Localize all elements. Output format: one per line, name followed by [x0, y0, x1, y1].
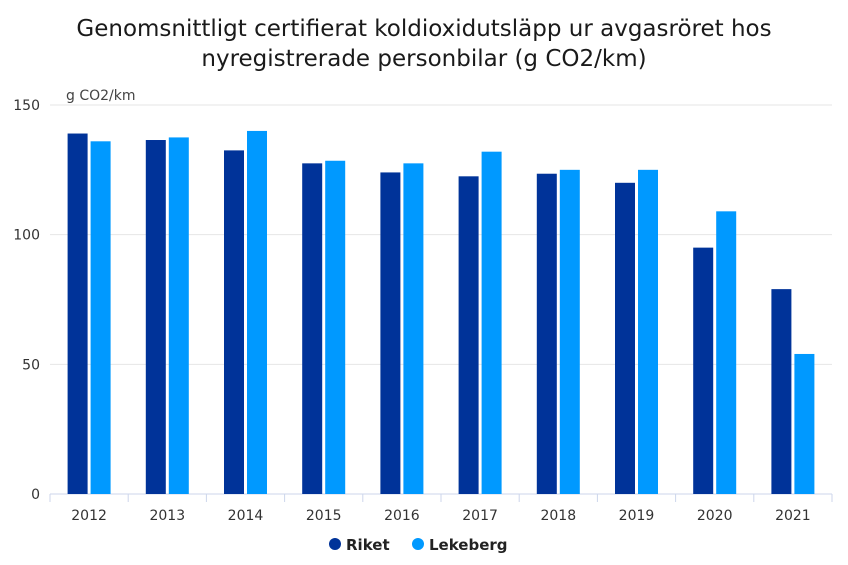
x-tick-label: 2017	[462, 508, 498, 524]
bar-riket-2016	[380, 172, 401, 494]
axes: 0 50 100 150 g CO2/km 2012 2013 2014 2015 2016 201…	[13, 88, 833, 524]
bar-lekeberg-2019	[638, 169, 658, 495]
bar-riket-2013	[145, 140, 166, 494]
legend-label-riket: Riket	[346, 536, 390, 554]
x-tick-label: 2020	[697, 508, 733, 524]
bar-lekeberg-2014	[247, 130, 267, 494]
x-tick-label: 2021	[775, 508, 811, 524]
y-unit-label: g CO2/km	[66, 88, 136, 104]
y-tick-label: 150	[13, 98, 40, 114]
gridlines	[50, 104, 832, 365]
bar-lekeberg-2017	[481, 151, 502, 494]
x-tick-label: 2018	[540, 508, 576, 524]
x-tick-label: 2014	[228, 508, 264, 524]
bar-riket-2020	[693, 247, 714, 494]
legend-marker-lekeberg	[412, 538, 424, 550]
bar-riket-2015	[302, 163, 323, 494]
chart-title: Genomsnittligt certifierat koldioxidutsl…	[0, 14, 848, 74]
legend-label-lekeberg: Lekeberg	[429, 536, 508, 554]
legend-marker-riket	[329, 538, 341, 550]
bar-riket-2021	[771, 289, 792, 494]
legend: Riket Lekeberg	[329, 536, 508, 554]
y-tick-label: 50	[22, 357, 40, 373]
y-tick-label: 0	[31, 487, 40, 503]
y-tick-label: 100	[13, 228, 40, 244]
bar-lekeberg-2020	[716, 211, 737, 494]
bars	[67, 130, 815, 495]
x-tick-label: 2012	[71, 508, 107, 524]
bar-riket-2018	[536, 173, 557, 494]
bar-lekeberg-2016	[403, 163, 424, 494]
bar-riket-2012	[67, 133, 88, 494]
bar-riket-2017	[458, 176, 479, 495]
bar-lekeberg-2013	[168, 137, 189, 494]
x-tick-label: 2013	[149, 508, 185, 524]
bar-lekeberg-2012	[90, 141, 111, 494]
bar-lekeberg-2018	[559, 169, 580, 495]
x-tick-label: 2016	[384, 508, 420, 524]
x-tick-label: 2015	[306, 508, 342, 524]
bar-lekeberg-2015	[325, 160, 346, 495]
chart-title-line-1: Genomsnittligt certifierat koldioxidutsl…	[76, 16, 772, 42]
bar-riket-2014	[224, 150, 244, 494]
bar-lekeberg-2021	[794, 353, 815, 494]
bar-riket-2019	[615, 182, 635, 495]
chart-title-line-2: nyregistrerade personbilar (g CO2/km)	[201, 46, 647, 72]
x-tick-label: 2019	[619, 508, 655, 524]
